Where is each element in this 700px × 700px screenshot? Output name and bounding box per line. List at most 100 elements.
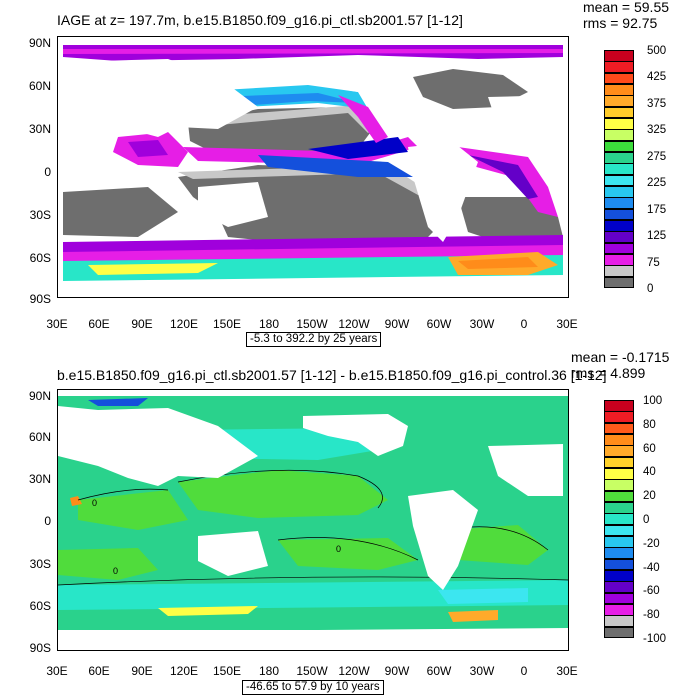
panel1-lon-label: 30E (46, 317, 68, 331)
panel2-lon-label: 60E (88, 664, 110, 678)
panel1-lon-label: 150W (296, 317, 328, 331)
panel2-lon-label: 30E (46, 664, 68, 678)
panel2-lon-label: 60W (426, 664, 452, 678)
colorbar-swatch (604, 615, 634, 628)
colorbar-swatch (604, 422, 634, 435)
panel1-lon-label: 30W (469, 317, 495, 331)
colorbar-swatch (604, 581, 634, 594)
panel2-mean: mean = -0.1715 (571, 349, 670, 365)
colorbar-swatch (604, 513, 634, 526)
panel2-contour-label: 0 (336, 544, 341, 554)
colorbar-swatch (604, 242, 634, 255)
colorbar-swatch (604, 254, 634, 266)
panel2-lon-label: 0 (520, 664, 528, 678)
colorbar-label: 0 (647, 283, 654, 295)
colorbar-swatch (604, 276, 634, 289)
panel1-lon-label: 180 (258, 317, 280, 331)
colorbar-label: 75 (647, 256, 660, 269)
colorbar-swatch (604, 231, 634, 244)
colorbar-swatch (604, 592, 634, 605)
panel2-lon-label: 180 (258, 664, 280, 678)
colorbar-swatch (604, 411, 634, 424)
panel1-lon-label: 60W (426, 317, 452, 331)
panel2-lon-label: 30W (469, 664, 495, 678)
colorbar-swatch (604, 502, 634, 514)
colorbar-label: 60 (643, 442, 656, 455)
panel2-title: b.e15.B1850.f09_g16.pi_ctl.sb2001.57 [1-… (57, 367, 607, 383)
panel2-lat-label: 30S (29, 557, 51, 571)
colorbar-label: 325 (647, 124, 667, 137)
colorbar-swatch (604, 163, 634, 176)
panel2-contour-label: 0 (113, 566, 118, 576)
panel1-lon-label: 120W (338, 317, 370, 331)
panel1-map-field (58, 37, 568, 297)
colorbar-swatch (604, 558, 634, 571)
colorbar-swatch (604, 174, 634, 187)
colorbar-label: 0 (643, 514, 650, 526)
panel1-colorbar (604, 50, 634, 289)
colorbar-swatch (604, 456, 634, 469)
panel1-rms: rms = 92.75 (583, 15, 658, 31)
panel1-lat-label: 60S (29, 251, 51, 265)
panel2-map-field: 0 0 0 (58, 390, 568, 650)
colorbar-swatch (604, 208, 634, 221)
panel1-lat-label: 0 (44, 165, 51, 179)
panel2-lon-label: 120W (338, 664, 370, 678)
panel1-lon-label: 150E (212, 317, 242, 331)
colorbar-label: -40 (643, 561, 660, 574)
panel2-contour-label: 0 (92, 498, 97, 508)
panel2-lat-label: 90N (28, 389, 51, 403)
colorbar-swatch (604, 524, 634, 537)
colorbar-swatch (604, 152, 634, 164)
colorbar-label: 425 (647, 71, 667, 84)
colorbar-label: 375 (647, 97, 667, 110)
colorbar-label: -100 (643, 633, 667, 645)
panel2-colorbar (604, 400, 634, 639)
colorbar-swatch (604, 84, 634, 96)
colorbar-label: 225 (647, 177, 667, 190)
colorbar-label: 100 (643, 395, 663, 407)
panel1-mean: mean = 59.55 (583, 0, 670, 15)
colorbar-label: 80 (643, 418, 656, 431)
colorbar-swatch (604, 445, 634, 458)
colorbar-swatch (604, 220, 634, 232)
panel2-map: 0 0 0 (57, 389, 569, 651)
colorbar-label: 275 (647, 150, 667, 163)
colorbar-label: -80 (643, 609, 660, 622)
panel2-lon-label: 90W (384, 664, 410, 678)
panel2-lat-label: 30N (28, 472, 51, 486)
colorbar-swatch (604, 50, 634, 62)
colorbar-swatch (604, 626, 634, 639)
panel1-contour-range: -5.3 to 392.2 by 25 years (246, 332, 382, 347)
colorbar-swatch (604, 570, 634, 582)
colorbar-swatch (604, 197, 634, 210)
panel2-lon-label: 150W (296, 664, 328, 678)
panel1-lat-label: 90S (29, 292, 51, 306)
colorbar-swatch (604, 186, 634, 198)
colorbar-swatch (604, 140, 634, 153)
colorbar-swatch (604, 490, 634, 503)
panel1-title: IAGE at z= 197.7m, b.e15.B1850.f09_g16.p… (57, 12, 463, 28)
colorbar-label: 500 (647, 45, 667, 57)
colorbar-label: 40 (643, 466, 656, 479)
panel1-lon-label: 30E (556, 317, 578, 331)
panel2-rms: rms = 4.899 (571, 365, 646, 381)
colorbar-swatch (604, 129, 634, 142)
colorbar-swatch (604, 400, 634, 412)
panel1-lon-label: 90W (384, 317, 410, 331)
colorbar-swatch (604, 604, 634, 616)
panel1-lat-label: 60N (28, 79, 51, 93)
panel1-lat-label: 30N (28, 122, 51, 136)
panel1-lon-label: 120E (169, 317, 199, 331)
panel2-lat-label: 60N (28, 430, 51, 444)
colorbar-swatch (604, 547, 634, 560)
panel1-map (57, 36, 569, 298)
colorbar-swatch (604, 468, 634, 480)
colorbar-label: -60 (643, 585, 660, 598)
panel2-lon-label: 30E (556, 664, 578, 678)
panel1-lon-label: 90E (131, 317, 153, 331)
panel2-lon-label: 90E (131, 664, 153, 678)
colorbar-swatch (604, 106, 634, 119)
colorbar-swatch (604, 536, 634, 548)
panel1-lat-label: 90N (28, 36, 51, 50)
